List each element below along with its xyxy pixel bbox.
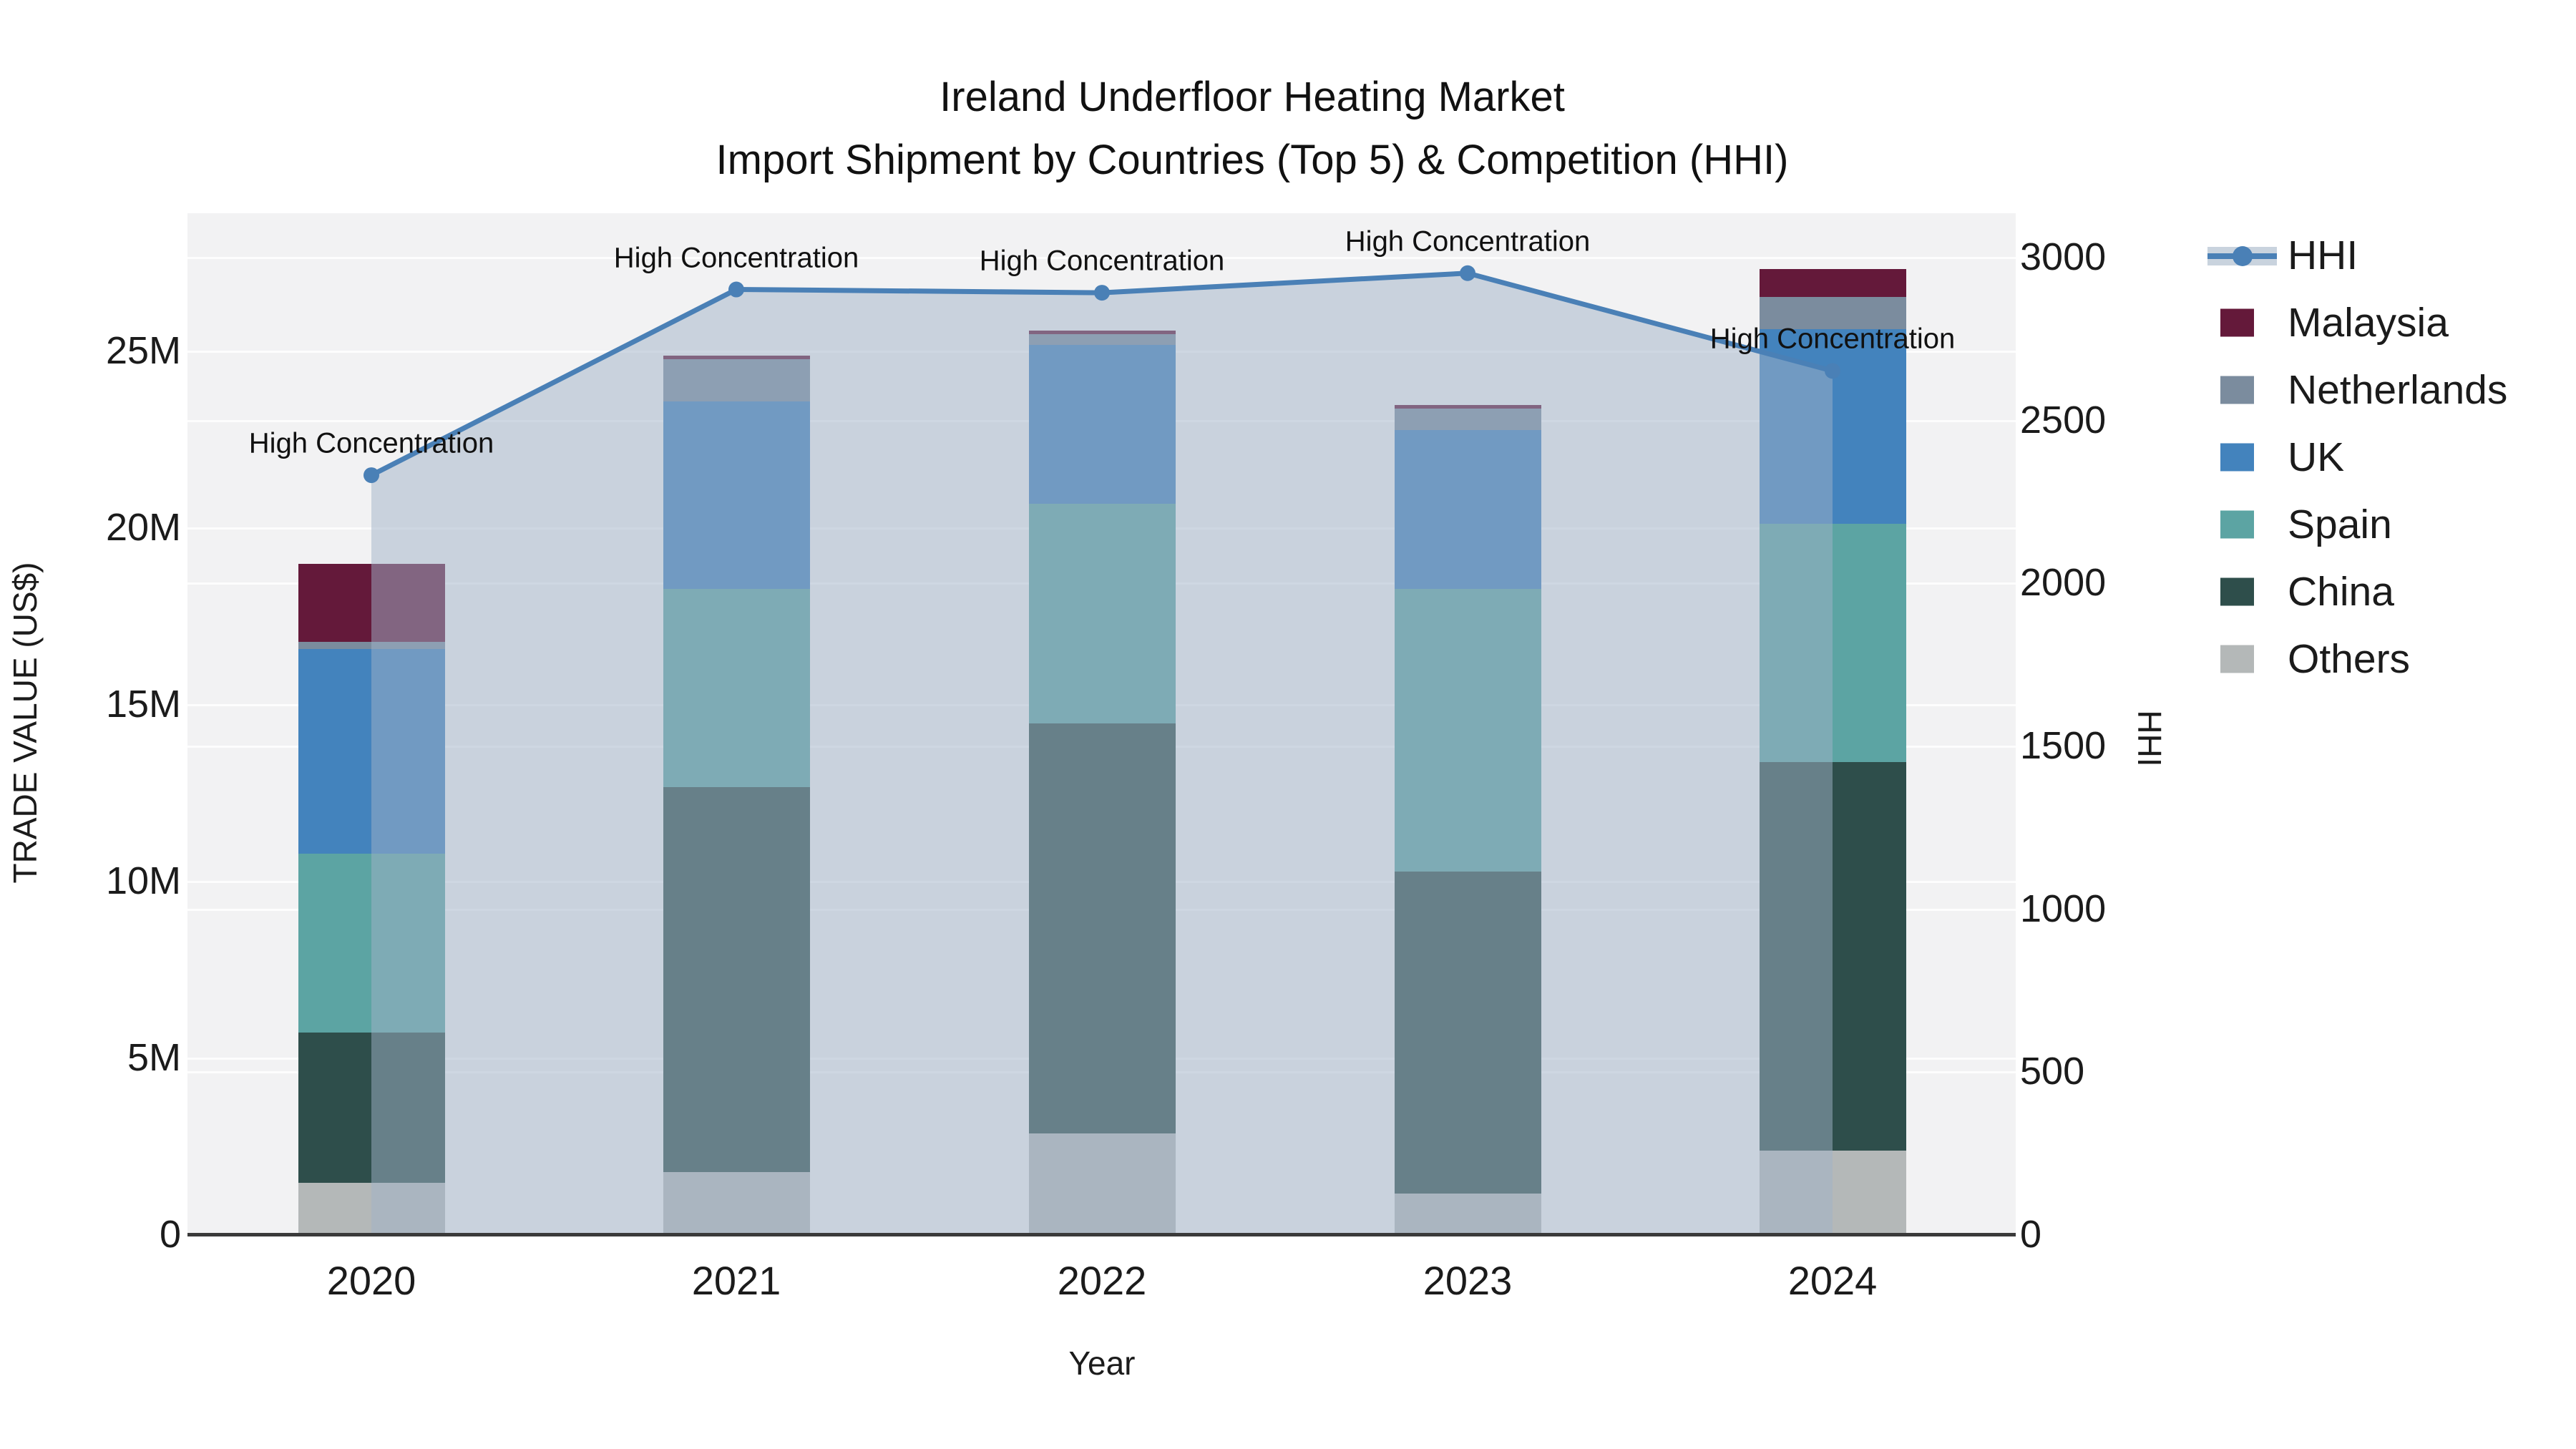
legend-swatch-netherlands — [2220, 376, 2254, 404]
bar-segment-spain-2022 — [1028, 504, 1176, 723]
y-left-tick-0: 0 — [159, 1213, 181, 1256]
bar-segment-netherlands-2023 — [1394, 409, 1541, 430]
chart-title: Ireland Underfloor Heating Market Import… — [0, 66, 2504, 192]
bar-segment-malaysia-2020 — [298, 564, 445, 643]
hhi-legend-sample-icon — [2207, 241, 2277, 270]
y-right-tick-1000: 1000 — [2020, 887, 2107, 930]
x-tick-2022: 2022 — [1057, 1258, 1147, 1303]
plot-area — [187, 213, 2016, 1236]
bar-segment-netherlands-2021 — [663, 358, 810, 402]
y-right-tick-2500: 2500 — [2020, 398, 2107, 441]
bar-segment-spain-2021 — [663, 589, 810, 787]
x-tick-2024: 2024 — [1787, 1258, 1878, 1303]
annotation-high-concentration-2024: High Concentration — [1709, 323, 1956, 355]
bar-segment-uk-2020 — [298, 648, 445, 854]
bar-segment-others-2023 — [1394, 1193, 1541, 1236]
bar-segment-malaysia-2024 — [1759, 268, 1906, 298]
hhi-legend-marker — [2233, 246, 2253, 266]
legend-item-china[interactable]: China — [2207, 558, 2572, 625]
chart-title-line2: Import Shipment by Countries (Top 5) & C… — [716, 137, 1789, 183]
y-right-tick-2000: 2000 — [2020, 561, 2107, 605]
legend-swatch-spain — [2220, 510, 2254, 539]
y-right-tick-3000: 3000 — [2020, 235, 2107, 278]
legend-label-spain: Spain — [2288, 502, 2392, 547]
y-axis-title-right: HHI — [2131, 710, 2168, 767]
bar-segment-netherlands-2022 — [1028, 334, 1176, 346]
hhi-marker-2023 — [1460, 265, 1475, 281]
gridline-hhi-3000 — [187, 257, 2016, 259]
legend-item-spain[interactable]: Spain — [2207, 491, 2572, 558]
bar-segment-malaysia-2021 — [663, 355, 810, 359]
hhi-marker-2021 — [728, 281, 744, 298]
annotation-high-concentration-2022: High Concentration — [979, 245, 1225, 277]
bar-segment-netherlands-2020 — [298, 642, 445, 649]
bar-segment-china-2020 — [298, 1032, 445, 1183]
legend-item-malaysia[interactable]: Malaysia — [2207, 289, 2572, 356]
legend-label-china: China — [2288, 569, 2394, 615]
legend-swatch-china — [2220, 577, 2254, 606]
bar-segment-others-2022 — [1028, 1133, 1176, 1236]
y-right-tick-500: 500 — [2020, 1050, 2085, 1093]
legend-label-malaysia: Malaysia — [2288, 300, 2449, 346]
legend-item-uk[interactable]: UK — [2207, 424, 2572, 491]
y-right-tick-0: 0 — [2020, 1213, 2042, 1256]
bar-segment-spain-2023 — [1394, 589, 1541, 872]
bar-segment-china-2023 — [1394, 872, 1541, 1194]
bar-segment-spain-2024 — [1759, 523, 1906, 763]
x-tick-2021: 2021 — [691, 1258, 781, 1303]
bar-segment-china-2021 — [663, 786, 810, 1173]
y-left-tick-15M: 15M — [105, 683, 181, 726]
annotation-high-concentration-2021: High Concentration — [613, 242, 859, 274]
bar-segment-uk-2022 — [1028, 345, 1176, 504]
x-axis-line — [187, 1233, 2016, 1236]
bar-segment-uk-2021 — [663, 401, 810, 589]
y-right-tick-1500: 1500 — [2020, 724, 2107, 767]
y-left-tick-25M: 25M — [105, 329, 181, 372]
bar-segment-uk-2023 — [1394, 429, 1541, 589]
bar-segment-others-2024 — [1759, 1151, 1906, 1236]
hhi-marker-2020 — [364, 467, 379, 484]
bar-segment-china-2024 — [1759, 762, 1906, 1151]
legend-label-hhi: HHI — [2288, 233, 2358, 278]
y-left-tick-10M: 10M — [105, 859, 181, 902]
x-axis-title: Year — [1068, 1345, 1136, 1382]
y-left-tick-20M: 20M — [105, 506, 181, 549]
legend-swatch-malaysia — [2220, 308, 2254, 337]
y-left-tick-5M: 5M — [127, 1036, 181, 1079]
legend: HHI Malaysia Netherlands UK Spain China Others — [2207, 222, 2572, 693]
legend-label-others: Others — [2288, 636, 2411, 682]
bar-segment-malaysia-2023 — [1394, 405, 1541, 409]
chart-title-line1: Ireland Underfloor Heating Market — [940, 74, 1565, 120]
annotation-high-concentration-2020: High Concentration — [248, 427, 494, 459]
legend-swatch-others — [2220, 645, 2254, 673]
bar-segment-malaysia-2022 — [1028, 331, 1176, 335]
bar-segment-uk-2024 — [1759, 328, 1906, 524]
bar-segment-others-2020 — [298, 1182, 445, 1236]
hhi-marker-2022 — [1094, 285, 1110, 301]
y-axis-title-left: TRADE VALUE (US$) — [6, 562, 44, 884]
legend-item-hhi[interactable]: HHI — [2207, 222, 2572, 289]
x-tick-2020: 2020 — [326, 1258, 416, 1303]
bar-segment-others-2021 — [663, 1172, 810, 1236]
legend-item-others[interactable]: Others — [2207, 625, 2572, 693]
annotation-high-concentration-2023: High Concentration — [1345, 225, 1591, 258]
bar-segment-china-2022 — [1028, 723, 1176, 1133]
legend-label-uk: UK — [2288, 434, 2345, 480]
x-tick-2023: 2023 — [1423, 1258, 1513, 1303]
legend-item-netherlands[interactable]: Netherlands — [2207, 356, 2572, 424]
bar-segment-spain-2020 — [298, 854, 445, 1033]
legend-swatch-uk — [2220, 443, 2254, 472]
legend-label-netherlands: Netherlands — [2288, 367, 2508, 413]
